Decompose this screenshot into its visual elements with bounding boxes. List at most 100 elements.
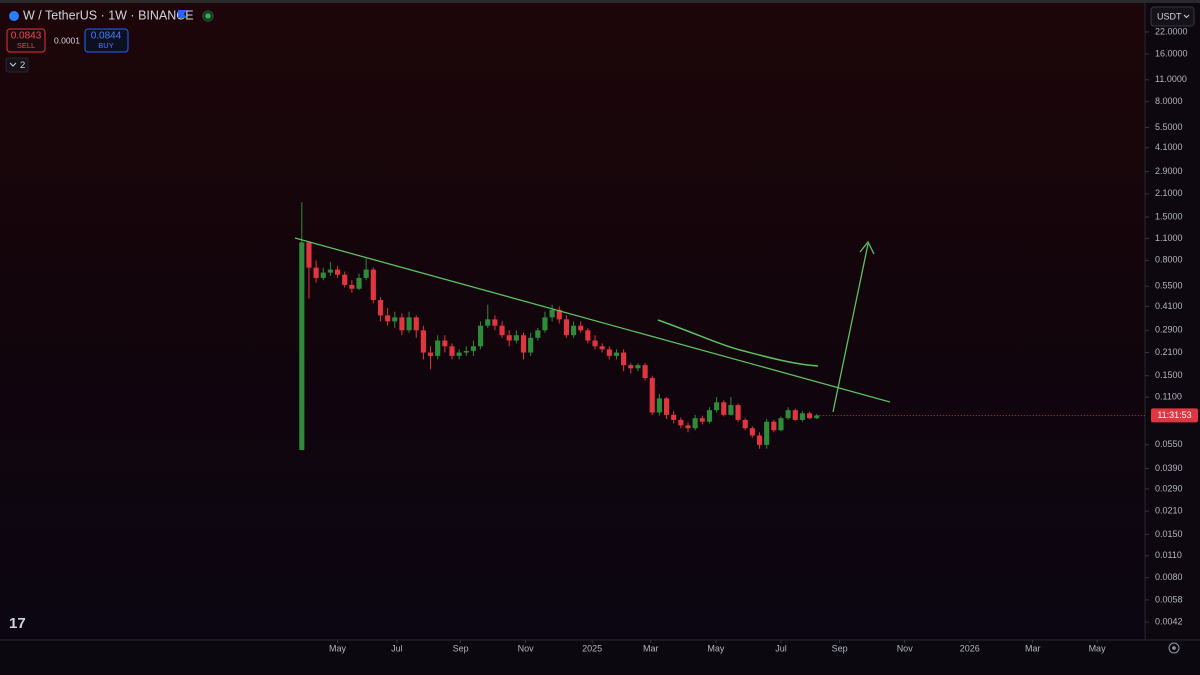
spread: 0.0001 [54,35,80,45]
candle-body [385,315,391,322]
plot-background [0,0,1145,640]
currency-select[interactable] [1150,6,1195,27]
candle-body [463,350,469,353]
candle-body [685,425,691,429]
candle-body [613,352,620,356]
time-axis-background [0,640,1200,670]
arrow [832,243,869,413]
indicator-count[interactable]: 2 [20,60,25,71]
candle-body [785,410,791,419]
candle-body [699,418,705,422]
y-tick-label: 5.5000 [1155,122,1183,132]
candle-body [771,421,777,431]
candle-body [678,419,684,426]
x-tick-label: Mar [643,643,659,653]
x-tick-label: Mar [1025,643,1041,653]
x-tick-label: May [329,643,347,653]
currency[interactable]: USDT [1157,11,1182,21]
x-tick-label: May [707,643,725,653]
buy-label[interactable]: BUY [98,41,113,50]
y-tick-label: 0.8000 [1155,255,1183,265]
buy-button[interactable] [84,28,129,53]
candle-body [721,402,727,415]
candle-body [778,418,784,431]
x-tick-label: May [1089,643,1107,653]
status-dot [205,13,211,19]
symbol-icon [9,11,19,21]
candle-body [363,269,369,278]
y-tick-label: 0.0390 [1155,463,1183,473]
candle-body [377,300,384,316]
y-tick-label: 1.5000 [1155,211,1183,221]
top-border [0,0,1200,3]
candle-body [649,378,655,413]
candle-body [356,277,362,289]
x-tick-label: Sep [453,643,469,653]
buy-price[interactable]: 0.0844 [91,31,122,42]
candle-body [478,325,484,347]
candle-body [327,269,333,273]
candle-body [692,418,698,429]
y-tick-label: 0.0042 [1155,616,1183,626]
y-tick-label: 0.0550 [1155,439,1183,449]
candle-body [449,346,455,356]
countdown: 11:31:53 [1157,410,1191,420]
settings-icon[interactable] [1168,642,1180,654]
y-tick-label: 0.0150 [1155,529,1183,539]
x-tick-label: Jul [775,643,787,653]
candle-body [435,340,441,356]
candle-body [392,317,398,322]
y-tick-label: 0.1500 [1155,370,1183,380]
y-tick-label: 0.2900 [1155,325,1183,335]
arrow-head [859,240,875,255]
candle-body [349,284,355,289]
trendline [294,237,891,403]
y-tick-label: 2.9000 [1155,166,1183,176]
y-tick-label: 1.1000 [1155,233,1183,243]
y-tick-label: 0.5500 [1155,281,1183,291]
candle-body [628,365,634,369]
y-tick-label: 0.0080 [1155,572,1183,582]
candle-body [320,272,326,278]
candle-body [578,325,584,331]
candle-body [735,405,741,420]
candle-body [807,413,813,419]
candle-body [342,274,348,285]
indicators-toggle[interactable] [5,57,29,73]
sell-label[interactable]: SELL [17,41,35,50]
candle-body [535,330,541,338]
candle-body [520,335,527,353]
x-tick-label: Sep [832,643,848,653]
flag-icon[interactable] [178,10,187,18]
candle-body [814,415,820,419]
chevron [1183,14,1190,19]
candle-body [528,337,534,353]
x-tick-label: Nov [897,643,914,653]
candle-body [485,319,491,326]
candle-body [621,352,627,366]
candle-body [542,317,548,331]
x-tick-label: 2025 [582,643,602,653]
candle-body [549,309,555,318]
settings-icon-center [1172,646,1176,650]
candle-body [413,317,419,331]
candle-body [663,398,670,415]
candle-body [764,421,770,445]
y-tick-label: 0.0210 [1155,506,1183,516]
x-tick-label: 2026 [960,643,980,653]
symbol-title[interactable]: W / TetherUS · 1W · BINANCE [23,8,194,22]
logo[interactable]: 17 [9,615,26,632]
sell-button[interactable] [6,28,46,53]
sell-price[interactable]: 0.0843 [11,31,42,42]
candle-body [370,269,376,301]
y-tick-label: 22.0000 [1155,26,1188,36]
y-tick-label: 0.0058 [1155,594,1183,604]
candle-body [706,410,713,422]
candle-body [442,340,448,347]
candle-body [556,309,562,320]
path-drawing [657,319,819,367]
candle-body [728,405,734,415]
x-tick-label: Jul [391,643,403,653]
candle-body [299,242,305,451]
candle-body [714,402,720,411]
